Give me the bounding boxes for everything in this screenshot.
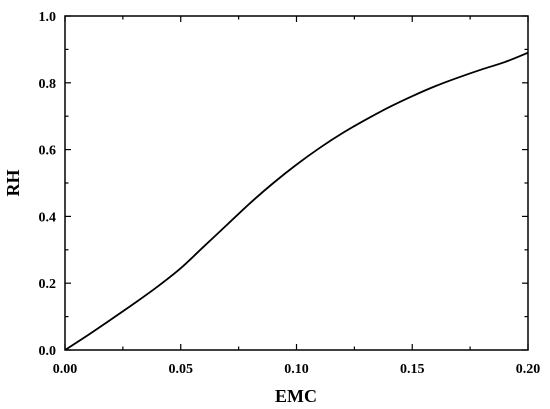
series-layer <box>64 51 529 351</box>
plot-area <box>64 15 529 351</box>
x-tick-label: 0.15 <box>400 362 425 377</box>
y-tick-label: 0.8 <box>39 77 57 92</box>
x-tick-label: 0.05 <box>169 362 194 377</box>
y-tick-label: 0.2 <box>39 277 57 292</box>
y-tick-label: 0.6 <box>39 144 57 159</box>
plot-frame <box>64 15 529 351</box>
series-line-0 <box>64 51 529 351</box>
y-tick-label: 1.0 <box>39 10 57 25</box>
x-tick-label: 0.10 <box>284 362 309 377</box>
x-axis-ticks: 0.00 0.05 0.10 0.15 0.20 <box>53 16 541 377</box>
y-axis-ticks: 0.0 0.2 0.4 0.6 0.8 1.0 <box>39 10 528 359</box>
y-axis-title: RH <box>3 170 23 197</box>
x-tick-label: 0.20 <box>516 362 541 377</box>
x-tick-label: 0.00 <box>53 362 78 377</box>
y-tick-label: 0.0 <box>39 344 57 359</box>
y-tick-label: 0.4 <box>39 210 57 225</box>
x-axis-title: EMC <box>275 386 317 406</box>
